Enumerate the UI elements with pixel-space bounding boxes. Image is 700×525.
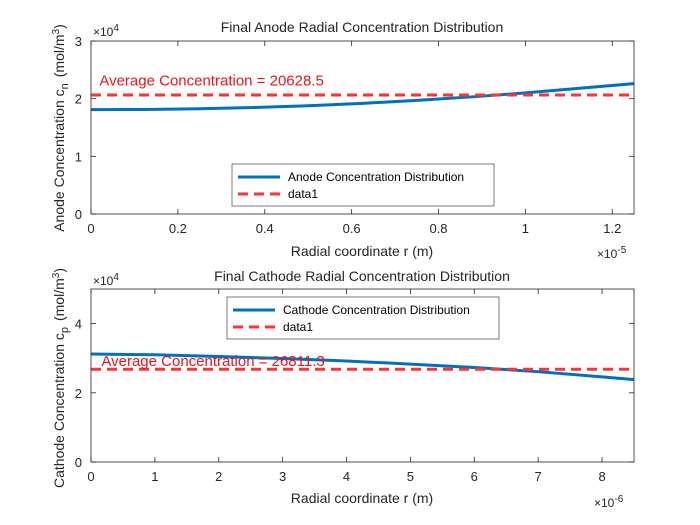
anode-y-tick-label: 3	[75, 34, 82, 49]
anode-plot-frame	[90, 40, 635, 215]
cathode-y-tick-label: 4	[75, 317, 82, 332]
anode-x-exponent: ×10-5	[597, 245, 627, 261]
anode-x-tick-label: 1	[522, 221, 529, 236]
anode-y-axis-label: Anode Concentration cn(mol/m3)	[51, 24, 71, 232]
cathode-x-axis-label: Radial coordinate r (m)	[291, 490, 433, 506]
cathode-y-tick-label: 2	[75, 386, 82, 401]
anode-y-tick-labels: 0 1 2 3	[75, 34, 82, 222]
cathode-x-tick-label: 0	[87, 469, 94, 484]
cathode-x-tick-labels: 0 1 2 3 4 5 6 7 8	[87, 469, 605, 484]
anode-chart-title: Final Anode Radial Concentration Distrib…	[221, 19, 504, 35]
anode-series-concentration-line	[90, 82, 635, 112]
cathode-legend-entry-dashed: data1	[283, 320, 313, 334]
cathode-x-tick-label: 5	[407, 469, 414, 484]
cathode-x-exponent: ×10-6	[594, 494, 624, 510]
cathode-series-layer	[90, 352, 635, 382]
anode-legend-entry-solid: Anode Concentration Distribution	[288, 170, 464, 184]
cathode-chart-title: Final Cathode Radial Concentration Distr…	[214, 268, 510, 284]
cathode-x-tick-label: 3	[279, 469, 286, 484]
cathode-legend[interactable]: Cathode Concentration Distribution data1	[226, 296, 500, 340]
cathode-y-exponent: ×104	[93, 272, 119, 288]
cathode-y-tick-labels: 0 2 4	[75, 317, 82, 470]
anode-y-tick-label: 1	[75, 149, 82, 164]
cathode-y-tick-label: 0	[75, 455, 82, 470]
anode-y-tick-label: 2	[75, 92, 82, 107]
cathode-y-axis-label: Cathode Concentration cp(mol/m3)	[51, 268, 71, 488]
anode-x-axis-label: Radial coordinate r (m)	[291, 243, 433, 259]
cathode-x-tick-label: 7	[535, 469, 542, 484]
cathode-x-tick-label: 4	[343, 469, 350, 484]
cathode-subplot: Final Cathode Radial Concentration Distr…	[51, 268, 635, 510]
cathode-x-tick-label: 6	[471, 469, 478, 484]
cathode-x-tick-label: 2	[215, 469, 222, 484]
anode-subplot: Final Anode Radial Concentration Distrib…	[51, 19, 635, 261]
anode-series-layer	[90, 82, 635, 112]
anode-x-tick-label: 0.6	[343, 221, 361, 236]
anode-legend-box	[231, 163, 495, 207]
cathode-series-concentration-line	[90, 352, 635, 382]
anode-x-tick-label: 0.8	[429, 221, 447, 236]
cathode-x-tick-label: 1	[151, 469, 158, 484]
anode-x-tick-label: 0.4	[256, 221, 274, 236]
anode-x-tick-label: 0.2	[169, 221, 187, 236]
cathode-average-annotation: Average Concentration = 26811.3	[101, 353, 324, 370]
anode-x-tick-label: 1.2	[603, 221, 621, 236]
cathode-x-tick-label: 8	[598, 469, 605, 484]
anode-average-annotation: Average Concentration = 20628.5	[99, 72, 323, 89]
cathode-legend-box	[226, 296, 500, 340]
anode-legend[interactable]: Anode Concentration Distribution data1	[231, 163, 495, 207]
anode-y-exponent: ×104	[93, 23, 119, 39]
anode-x-tick-labels: 0 0.2 0.4 0.6 0.8 1 1.2	[87, 221, 621, 236]
anode-y-tick-label: 0	[75, 207, 82, 222]
anode-x-tick-label: 0	[87, 221, 94, 236]
anode-legend-entry-dashed: data1	[288, 187, 318, 201]
cathode-legend-entry-solid: Cathode Concentration Distribution	[283, 303, 470, 317]
cathode-plot-frame	[90, 288, 635, 463]
